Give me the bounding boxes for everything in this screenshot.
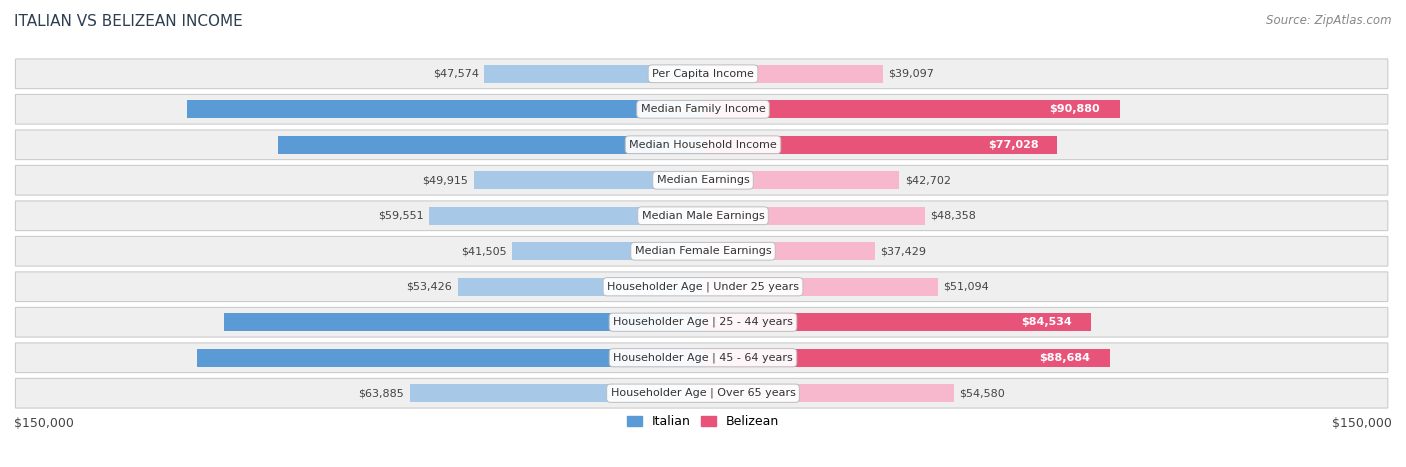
Text: $104,215: $104,215 (665, 317, 723, 327)
Bar (703, 349, 1111, 367)
Bar (703, 100, 1121, 118)
FancyBboxPatch shape (15, 378, 1388, 408)
FancyBboxPatch shape (15, 307, 1388, 337)
Text: $77,028: $77,028 (988, 140, 1039, 150)
Bar (225, 313, 703, 331)
Text: $53,426: $53,426 (406, 282, 453, 292)
Text: Median Earnings: Median Earnings (657, 175, 749, 185)
Text: $110,224: $110,224 (662, 353, 721, 363)
Legend: Italian, Belizean: Italian, Belizean (621, 410, 785, 433)
Text: $48,358: $48,358 (931, 211, 977, 221)
Bar (703, 171, 898, 189)
Text: $59,551: $59,551 (378, 211, 425, 221)
Bar (703, 313, 1091, 331)
Bar (703, 207, 925, 225)
Text: $47,574: $47,574 (433, 69, 479, 79)
FancyBboxPatch shape (15, 343, 1388, 373)
Bar (703, 242, 875, 260)
Text: $37,429: $37,429 (880, 246, 927, 256)
Text: $84,534: $84,534 (1021, 317, 1071, 327)
Text: Median Household Income: Median Household Income (628, 140, 778, 150)
Text: $150,000: $150,000 (14, 417, 75, 431)
Text: Per Capita Income: Per Capita Income (652, 69, 754, 79)
Bar (512, 242, 703, 260)
Bar (485, 65, 703, 83)
Text: Median Male Earnings: Median Male Earnings (641, 211, 765, 221)
Text: $42,702: $42,702 (904, 175, 950, 185)
Text: Median Female Earnings: Median Female Earnings (634, 246, 772, 256)
FancyBboxPatch shape (15, 59, 1388, 89)
Text: $41,505: $41,505 (461, 246, 506, 256)
FancyBboxPatch shape (15, 165, 1388, 195)
Bar (703, 136, 1057, 154)
Text: Householder Age | Over 65 years: Householder Age | Over 65 years (610, 388, 796, 398)
Text: $63,885: $63,885 (359, 388, 404, 398)
FancyBboxPatch shape (15, 236, 1388, 266)
Text: Source: ZipAtlas.com: Source: ZipAtlas.com (1267, 14, 1392, 27)
Bar (409, 384, 703, 402)
Text: $39,097: $39,097 (889, 69, 934, 79)
FancyBboxPatch shape (15, 201, 1388, 231)
Bar (278, 136, 703, 154)
Bar (703, 278, 938, 296)
Text: Median Family Income: Median Family Income (641, 104, 765, 114)
Text: Householder Age | 45 - 64 years: Householder Age | 45 - 64 years (613, 353, 793, 363)
Text: Householder Age | 25 - 44 years: Householder Age | 25 - 44 years (613, 317, 793, 327)
Text: $112,372: $112,372 (662, 104, 720, 114)
Bar (197, 349, 703, 367)
Bar (457, 278, 703, 296)
Text: $90,880: $90,880 (1049, 104, 1099, 114)
Bar (474, 171, 703, 189)
Bar (703, 65, 883, 83)
Bar (429, 207, 703, 225)
Text: $92,475: $92,475 (669, 140, 720, 150)
FancyBboxPatch shape (15, 130, 1388, 160)
Text: $150,000: $150,000 (1331, 417, 1392, 431)
FancyBboxPatch shape (15, 94, 1388, 124)
Bar (703, 384, 953, 402)
Bar (187, 100, 703, 118)
Text: $54,580: $54,580 (959, 388, 1005, 398)
FancyBboxPatch shape (15, 272, 1388, 302)
Text: $51,094: $51,094 (943, 282, 988, 292)
Text: $88,684: $88,684 (1039, 353, 1090, 363)
Text: $49,915: $49,915 (422, 175, 468, 185)
Text: ITALIAN VS BELIZEAN INCOME: ITALIAN VS BELIZEAN INCOME (14, 14, 243, 29)
Text: Householder Age | Under 25 years: Householder Age | Under 25 years (607, 282, 799, 292)
